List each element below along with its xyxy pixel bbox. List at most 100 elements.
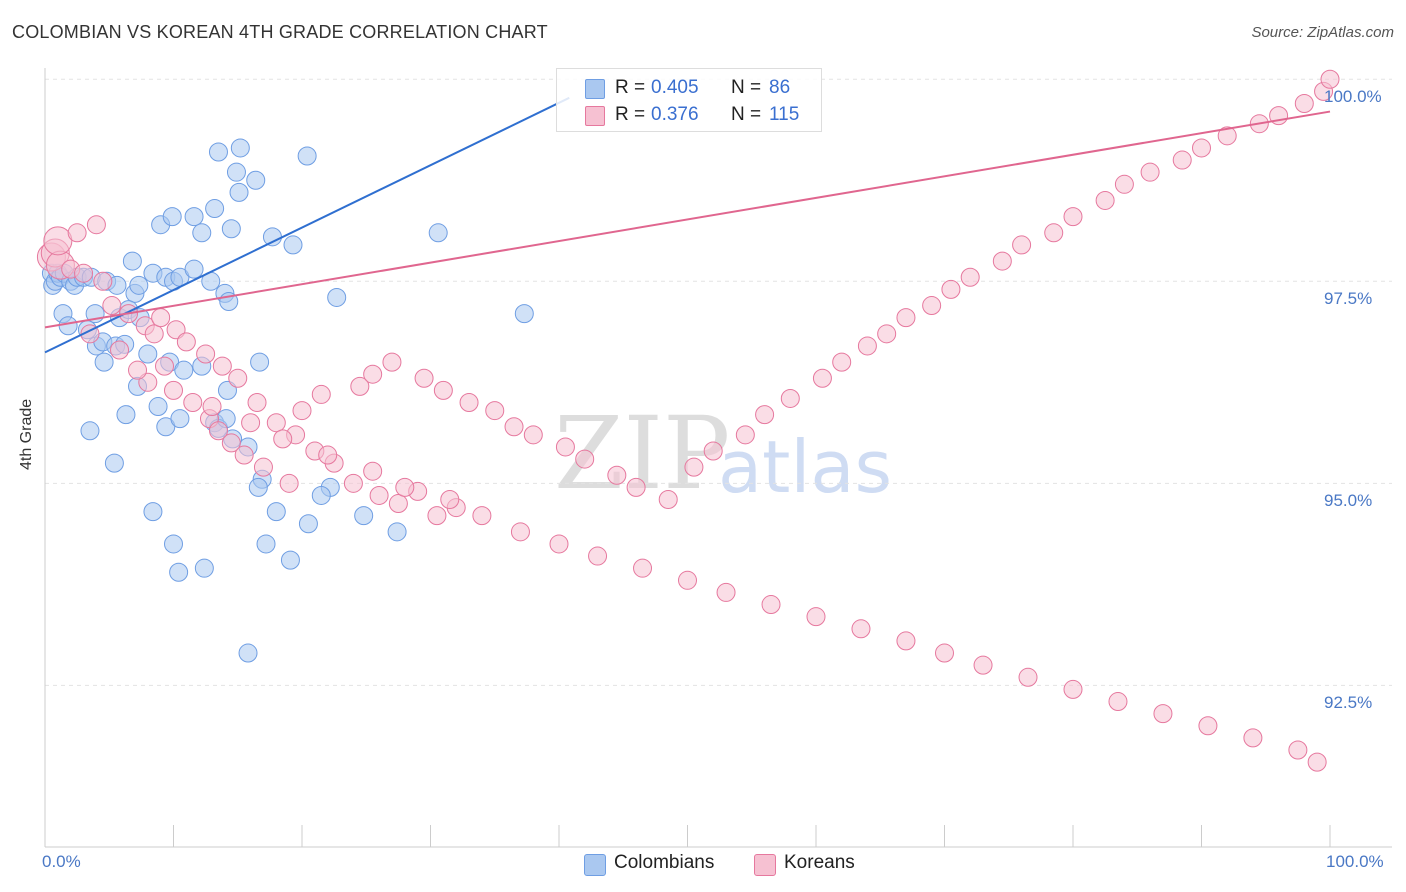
colombian-point [246,170,266,190]
korean-point [992,251,1012,271]
korean-point [350,376,370,396]
korean-point [1307,752,1327,772]
bottom-legend-swatch-koreans [754,854,776,876]
korean-point [102,296,122,316]
korean-trend-line [44,110,1331,329]
korean-point [253,457,273,477]
korean-point [896,631,916,651]
korean-point [247,393,267,413]
y-tick-label: 100.0% [1324,87,1382,107]
korean-point [1288,740,1308,760]
korean-point [1217,126,1237,146]
korean-point [363,461,383,481]
legend-n-label: N = [731,77,762,98]
colombian-point [80,421,100,441]
korean-point [575,449,595,469]
korean-point [761,595,781,615]
korean-point [588,546,608,566]
korean-point [935,643,954,663]
y-tick-label: 97.5% [1324,289,1373,309]
colombian-point [174,360,194,380]
colombian-point [297,146,317,166]
korean-point [684,457,704,477]
chart-title: COLOMBIAN VS KOREAN 4TH GRADE CORRELATIO… [12,22,548,42]
korean-point [877,324,897,344]
korean-point [735,425,755,445]
stats-legend: R = 0.405 N = 86 R = 0.376 N = 115 [556,68,822,132]
bottom-legend-swatch-colombians [584,854,606,876]
colombian-point [143,502,163,522]
korean-point [382,352,402,372]
korean-point [155,356,175,376]
colombian-point [205,199,225,219]
korean-point [1294,93,1314,113]
colombian-point [514,304,534,324]
korean-point [388,494,408,514]
korean-point [234,445,254,465]
colombian-point [354,506,374,526]
colombian-point [283,235,303,255]
legend-row-colombians: R = 0.405 N = 86 [557,75,821,103]
korean-point [960,267,980,287]
korean-point [128,360,148,380]
legend-n-value: 115 [769,104,800,125]
x-tick-label-right: 100.0% [1326,852,1384,871]
korean-point [1114,174,1134,194]
colombian-point [256,534,276,554]
colombian-point [129,275,149,295]
korean-point [896,308,916,328]
bottom-legend-label-koreans: Koreans [784,852,855,873]
korean-point [812,368,832,388]
colombian-point [387,522,407,542]
colombian-point [194,558,214,578]
korean-point [755,405,775,425]
colombian-point [250,352,270,372]
korean-point [67,223,87,243]
korean-point [857,336,877,356]
korean-point [973,655,993,675]
colombian-point [169,562,189,582]
korean-point [440,489,460,509]
korean-point [1063,679,1083,699]
korean-point [43,226,73,256]
korean-point [922,296,942,316]
korean-point [176,332,196,352]
korean-point [1044,223,1064,243]
korean-point [395,477,415,497]
korean-point [703,441,723,461]
korean-point [311,384,331,404]
korean-point [414,368,434,388]
colombian-point [208,142,228,162]
chart-source: Source: ZipAtlas.com [1251,24,1394,41]
korean-point [780,388,800,408]
korean-point [472,506,492,526]
bottom-legend-label-colombians: Colombians [614,852,715,873]
korean-point [1198,716,1218,736]
korean-point [806,607,826,627]
x-tick-label-left: 0.0% [42,852,81,871]
korean-point [626,477,646,497]
korean-point [279,473,299,493]
legend-swatch-colombians [585,79,605,99]
colombian-point [184,259,204,279]
y-axis-label: 4th Grade [18,398,35,470]
colombian-point [217,380,237,400]
colombian-point [94,352,114,372]
legend-r-value: 0.376 [651,104,699,125]
legend-n-value: 86 [769,77,791,98]
korean-point [523,425,543,445]
korean-point [212,356,232,376]
colombian-point [170,409,190,429]
colombian-point [229,182,249,202]
korean-point [1153,704,1173,724]
korean-point [1192,138,1211,158]
korean-point [555,437,575,457]
korean-point [221,433,241,453]
korean-point [427,506,447,526]
korean-point [363,364,383,384]
korean-point [343,473,363,493]
korean-point [1108,692,1128,712]
korean-point [166,320,186,340]
korean-point [93,271,113,291]
